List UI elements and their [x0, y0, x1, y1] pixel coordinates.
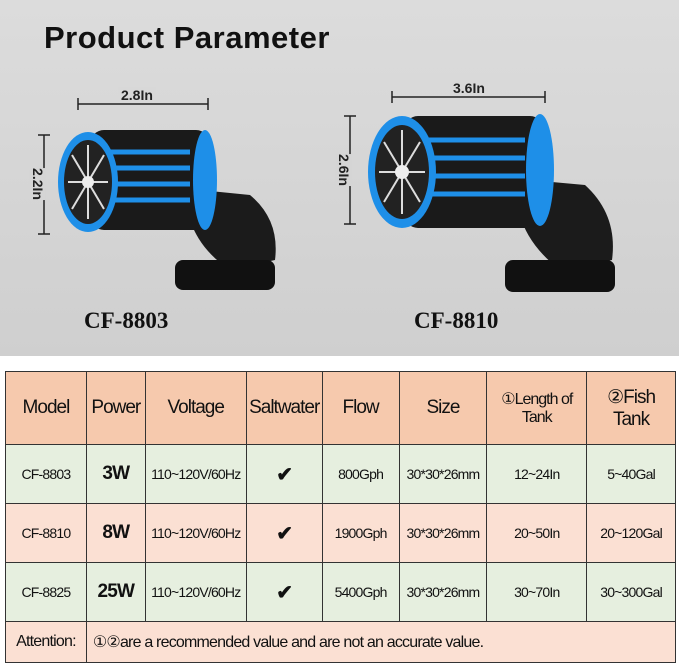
height-label-8803: 2.2In — [29, 168, 46, 200]
cell-fish-tank: 30~300Gal — [586, 562, 676, 622]
cell-voltage: 110~120V/60Hz — [144, 444, 247, 504]
column-header: Model — [5, 371, 87, 445]
cell-saltwater-check: ✔ — [245, 562, 323, 622]
column-header: Power — [85, 371, 146, 445]
cell-model: CF-8825 — [5, 562, 87, 622]
attention-row: Attention: ①②are a recommended value and… — [5, 621, 677, 663]
cell-tank-length: 20~50In — [486, 503, 588, 563]
cell-tank-length: 12~24In — [486, 444, 588, 504]
model-label-cf-8803: CF-8803 — [84, 308, 169, 333]
pump-image-cf-8810 — [368, 114, 615, 292]
width-label-8803: 2.8In — [118, 87, 156, 103]
cell-power: 25W — [85, 562, 146, 622]
column-header: Flow — [321, 371, 400, 445]
cell-voltage: 110~120V/60Hz — [144, 562, 247, 622]
cell-size: 30*30*26mm — [398, 503, 488, 563]
cell-flow: 1900Gph — [321, 503, 400, 563]
cell-saltwater-check: ✔ — [245, 444, 323, 504]
cell-flow: 800Gph — [321, 444, 400, 504]
model-label-cf-8810: CF-8810 — [414, 308, 499, 333]
parameter-table: Model Power Voltage Saltwater Flow Size … — [5, 371, 677, 663]
cell-fish-tank: 20~120Gal — [586, 503, 676, 563]
attention-text: ①②are a recommended value and are not an… — [85, 621, 677, 663]
attention-label: Attention: — [5, 621, 87, 663]
product-image-area: Product Parameter 2.8In 2.2In 3.6In 2.6I… — [0, 0, 679, 356]
column-header: Voltage — [144, 371, 247, 445]
table-row: CF-8803 3W 110~120V/60Hz ✔ 800Gph 30*30*… — [5, 444, 676, 504]
cell-size: 30*30*26mm — [398, 444, 488, 504]
cell-fish-tank: 5~40Gal — [586, 444, 676, 504]
cell-flow: 5400Gph — [321, 562, 400, 622]
column-header: ②Fish Tank — [586, 371, 676, 445]
cell-saltwater-check: ✔ — [245, 503, 323, 563]
pump-image-cf-8803 — [58, 130, 276, 290]
cell-size: 30*30*26mm — [398, 562, 488, 622]
table-header-row: Model Power Voltage Saltwater Flow Size … — [5, 371, 676, 445]
cell-model: CF-8803 — [5, 444, 87, 504]
column-header: ①Length of Tank — [486, 371, 588, 445]
cell-power: 3W — [85, 444, 146, 504]
table-row: CF-8825 25W 110~120V/60Hz ✔ 5400Gph 30*3… — [5, 562, 676, 622]
column-header: Size — [398, 371, 488, 445]
column-header: Saltwater — [245, 371, 323, 445]
cell-voltage: 110~120V/60Hz — [144, 503, 247, 563]
cell-model: CF-8810 — [5, 503, 87, 563]
width-label-8810: 3.6In — [450, 80, 488, 96]
cell-tank-length: 30~70In — [486, 562, 588, 622]
table-row: CF-8810 8W 110~120V/60Hz ✔ 1900Gph 30*30… — [5, 503, 676, 563]
cell-power: 8W — [85, 503, 146, 563]
height-label-8810: 2.6In — [335, 154, 352, 186]
page-title: Product Parameter — [44, 20, 330, 55]
